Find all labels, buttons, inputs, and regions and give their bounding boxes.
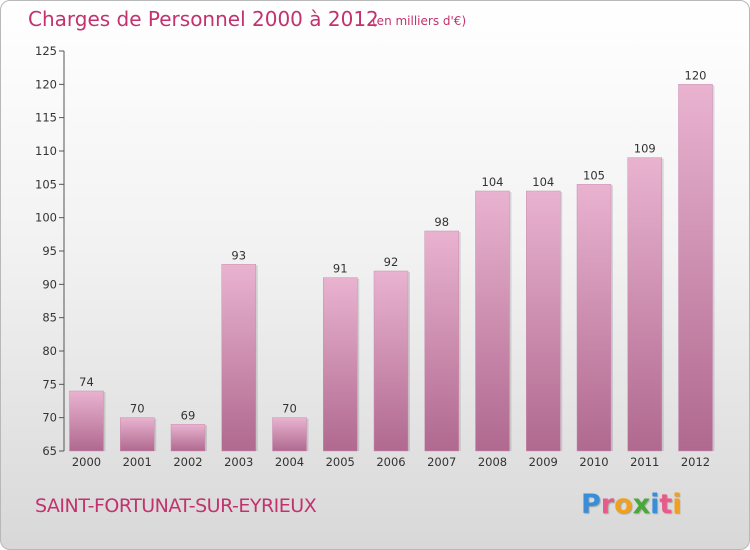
bar [170,424,206,452]
x-tick-label: 2001 [123,455,152,469]
bar-value-label: 98 [434,215,449,229]
y-tick-label: 105 [35,177,57,191]
x-tick-label: 2003 [224,455,253,469]
bar-value-label: 74 [79,375,94,389]
chart-title: Charges de Personnel 2000 à 2012 [28,7,379,31]
y-tick-label: 110 [35,144,57,158]
bar-value-label: 104 [532,175,554,189]
y-tick-label: 65 [42,444,57,458]
bar [424,230,459,452]
logo-letter: i [650,489,660,520]
bar [69,390,104,452]
proxiti-logo[interactable]: Proxiti [581,489,682,520]
bar-value-label: 104 [482,175,504,189]
y-tick-label: 95 [42,244,57,258]
bar [627,157,662,452]
y-tick-label: 125 [35,44,57,58]
bar [272,417,307,452]
bar [475,190,510,452]
x-tick-label: 2005 [326,455,355,469]
y-tick-label: 70 [42,411,57,425]
x-tick-label: 2007 [427,455,456,469]
x-tick-label: 2006 [376,455,405,469]
bar-chart: 65 70 75 80 85 90 95 100 105 110 115 120 125 74 2000 70… [35,44,715,469]
y-tick-label: 85 [42,311,57,325]
logo-letter: P [581,489,601,520]
y-tick-label: 100 [35,211,57,225]
bar-value-label: 120 [685,68,707,82]
logo-letter: o [614,489,633,520]
x-tick-label: 2010 [579,455,608,469]
bar [526,190,561,452]
bar-value-label: 70 [130,402,145,416]
bar-value-label: 92 [384,255,399,269]
y-tick-label: 80 [42,344,57,358]
bar-value-label: 93 [231,248,246,262]
y-tick-label: 75 [42,377,57,391]
logo-letter: x [632,489,651,520]
y-tick-label: 120 [35,77,57,91]
x-tick-label: 2009 [529,455,558,469]
x-tick-label: 2011 [630,455,659,469]
bar [323,277,358,452]
chart-subtitle: (en milliers d'€) [372,14,467,28]
bar-value-label: 91 [333,262,348,276]
bar [373,270,409,452]
bar-value-label: 69 [181,408,196,422]
logo-letter: r [600,489,615,520]
bar [221,264,256,452]
x-tick-label: 2012 [681,455,710,469]
logo-letter: t [659,489,673,520]
bar [678,84,713,452]
logo-letter: i [672,489,682,520]
y-tick-label: 115 [35,111,57,125]
bar-value-label: 109 [634,142,656,156]
x-tick-label: 2000 [72,455,101,469]
city-name: SAINT-FORTUNAT-SUR-EYRIEUX [35,495,317,517]
y-tick-label: 90 [42,277,57,291]
bar [120,417,155,452]
bar-value-label: 70 [282,402,297,416]
bar [576,184,612,452]
bar-value-label: 105 [583,168,605,182]
x-tick-label: 2002 [173,455,202,469]
x-tick-label: 2008 [478,455,507,469]
x-tick-label: 2004 [275,455,304,469]
